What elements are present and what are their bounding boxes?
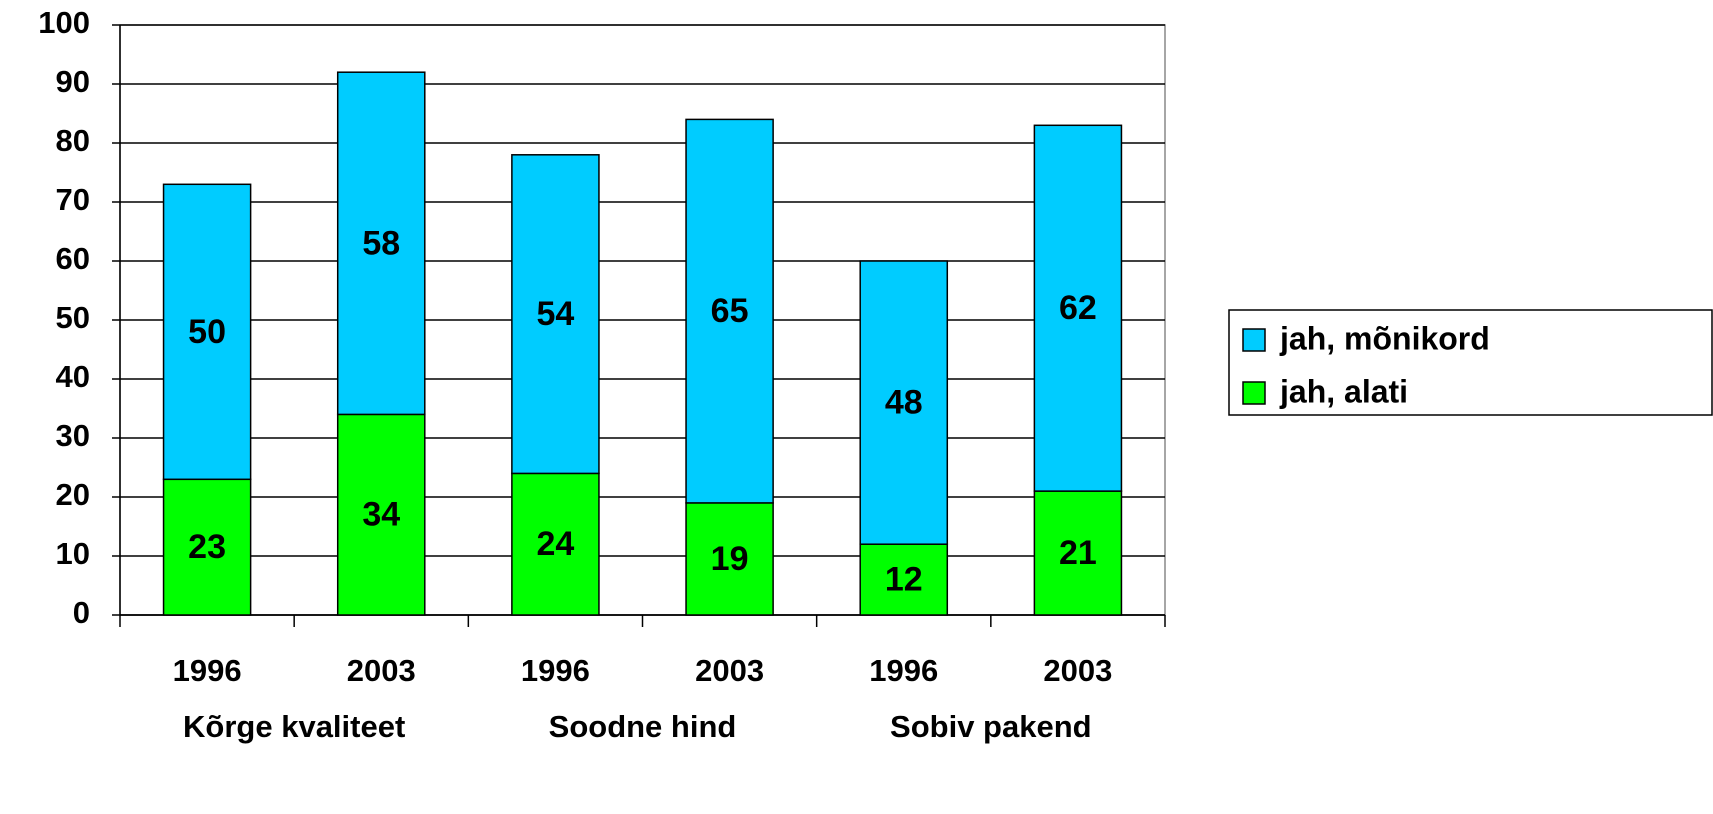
bar-segment bbox=[336, 413, 426, 616]
data-label: 58 bbox=[362, 224, 400, 262]
x-tick-label: 2003 bbox=[347, 653, 416, 688]
x-tick-label: 1996 bbox=[173, 653, 242, 688]
legend-swatch bbox=[1242, 381, 1266, 405]
y-tick-label: 70 bbox=[56, 182, 90, 217]
bar-segment bbox=[859, 543, 949, 616]
legend-box bbox=[1228, 309, 1713, 416]
y-tick-label: 30 bbox=[56, 418, 90, 453]
y-tick-label: 90 bbox=[56, 64, 90, 99]
group-label: Soodne hind bbox=[549, 709, 737, 744]
bar-segment bbox=[859, 260, 949, 545]
bar-segment bbox=[1033, 124, 1123, 492]
x-tick-label: 1996 bbox=[521, 653, 590, 688]
bar-segment bbox=[685, 502, 774, 616]
y-tick-label: 40 bbox=[56, 359, 90, 394]
data-label: 24 bbox=[537, 525, 575, 563]
data-label: 50 bbox=[188, 313, 226, 351]
x-tick-label: 1996 bbox=[869, 653, 938, 688]
data-label: 34 bbox=[362, 496, 400, 534]
data-label: 62 bbox=[1059, 289, 1097, 327]
bar-segment bbox=[511, 472, 600, 616]
legend-label: jah, mõnikord bbox=[1279, 320, 1490, 356]
bar-segment bbox=[685, 118, 774, 504]
bar-segment bbox=[511, 154, 600, 475]
group-label: Sobiv pakend bbox=[890, 709, 1092, 744]
legend-label: jah, alati bbox=[1279, 373, 1408, 409]
data-label: 48 bbox=[885, 384, 923, 422]
data-label: 19 bbox=[711, 540, 749, 578]
legend-swatch bbox=[1242, 328, 1266, 352]
bar-segment bbox=[1033, 490, 1123, 616]
data-label: 23 bbox=[188, 528, 226, 566]
bar-segment bbox=[336, 71, 426, 416]
data-label: 65 bbox=[711, 292, 749, 330]
x-tick-label: 2003 bbox=[695, 653, 764, 688]
group-label: Kõrge kvaliteet bbox=[183, 709, 405, 744]
y-tick-label: 80 bbox=[56, 123, 90, 158]
y-tick-label: 60 bbox=[56, 241, 90, 276]
bar-segment bbox=[162, 183, 252, 481]
x-tick-label: 2003 bbox=[1043, 653, 1112, 688]
y-tick-label: 50 bbox=[56, 300, 90, 335]
y-tick-label: 20 bbox=[56, 477, 90, 512]
data-label: 54 bbox=[537, 295, 575, 333]
y-tick-label: 100 bbox=[38, 5, 90, 40]
data-label: 21 bbox=[1059, 534, 1097, 572]
data-label: 12 bbox=[885, 561, 923, 599]
bar-segment bbox=[162, 478, 252, 616]
y-tick-label: 0 bbox=[73, 595, 90, 630]
y-tick-label: 10 bbox=[56, 536, 90, 571]
